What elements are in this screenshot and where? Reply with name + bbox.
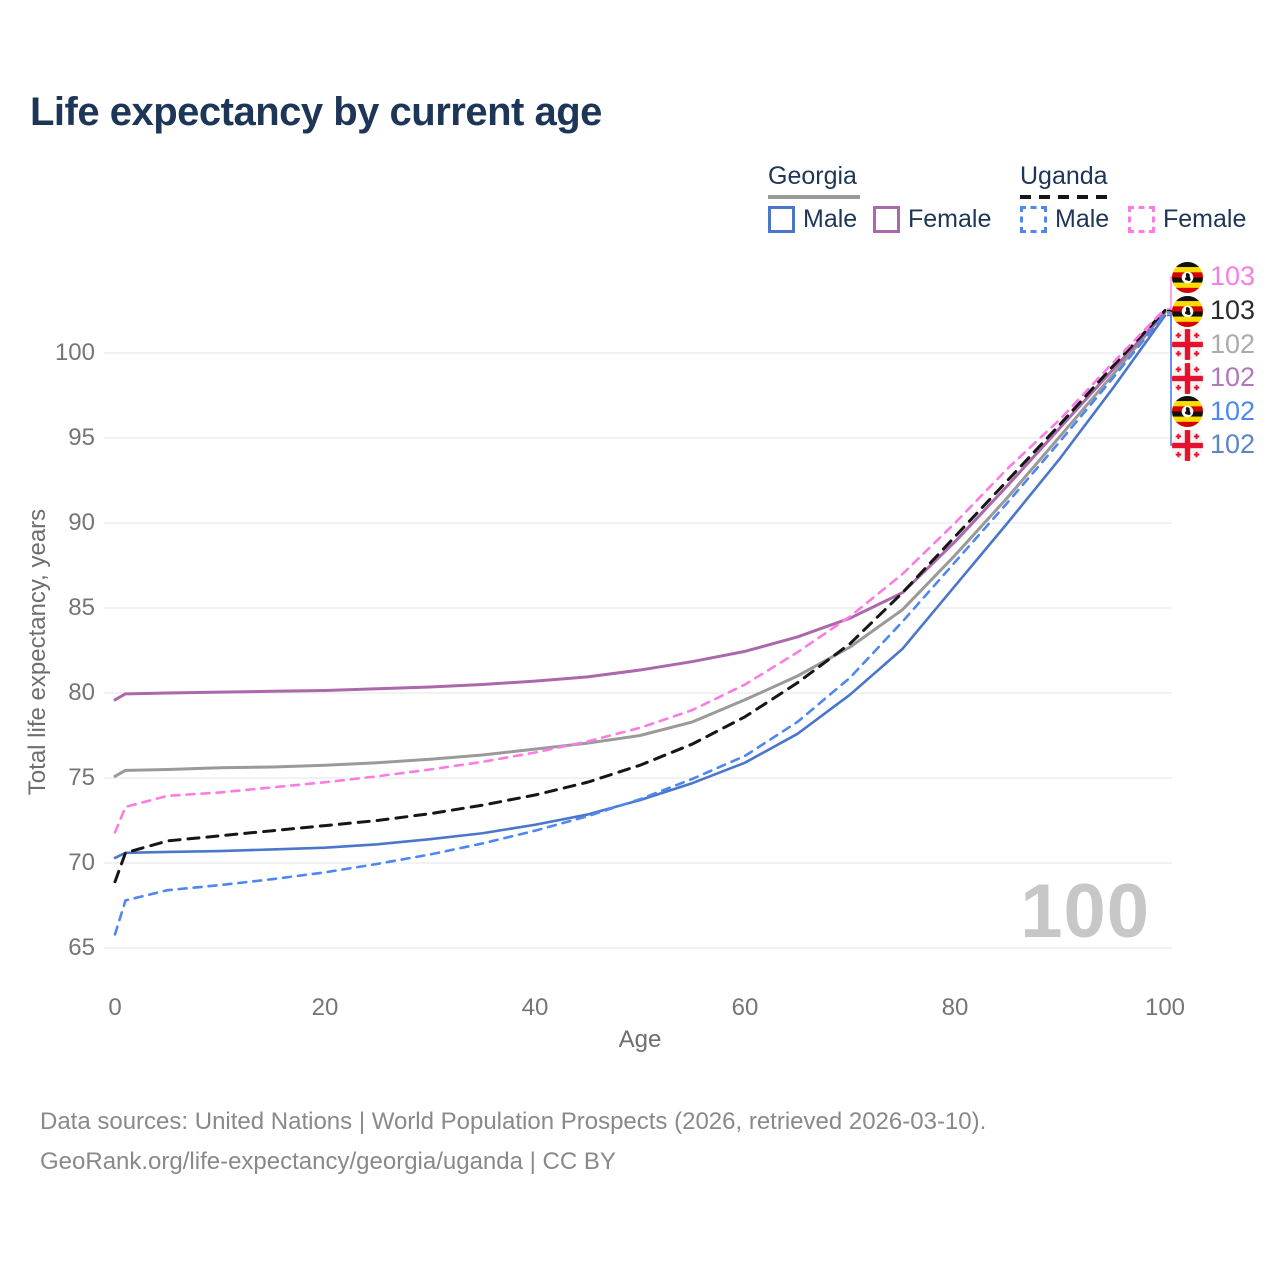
uganda-flag-icon <box>1172 295 1203 327</box>
end-value-label-uganda-female: 103 <box>1210 261 1256 291</box>
georgia-flag-icon <box>1172 430 1203 461</box>
data-sources-text: Data sources: United Nations | World Pop… <box>40 1108 987 1135</box>
line-georgia-male <box>113 314 1167 860</box>
y-tick-label: 100 <box>54 339 95 366</box>
legend-swatch-dashed <box>1020 206 1047 233</box>
end-value-label-georgia-total: 102 <box>1210 328 1256 359</box>
legend-item-georgia-female[interactable]: Female <box>873 205 991 234</box>
legend-group-uganda: Uganda <box>1020 162 1108 190</box>
legend-group-underline <box>768 195 860 199</box>
legend-group-georgia: Georgia <box>768 162 857 190</box>
end-flag <box>1172 261 1203 293</box>
end-value-label-georgia-female: 102 <box>1210 362 1256 392</box>
age-counter-watermark: 100 <box>1020 869 1150 954</box>
legend-item-uganda-female[interactable]: Female <box>1128 205 1246 234</box>
y-tick-label: 95 <box>68 424 95 451</box>
page-title: Life expectancy by current age <box>30 90 602 134</box>
legend-item-label: Female <box>1163 205 1247 233</box>
attribution-text: GeoRank.org/life-expectancy/georgia/ugan… <box>40 1148 616 1175</box>
x-tick-label: 40 <box>521 994 549 1021</box>
end-value-label-uganda-total: 103 <box>1210 295 1256 325</box>
end-value-label-georgia-male: 102 <box>1210 429 1256 459</box>
x-tick-label: 100 <box>1144 994 1186 1021</box>
y-axis-title: Total life expectancy, years <box>24 508 51 796</box>
end-flag <box>1172 295 1203 327</box>
legend-item-label: Male <box>1055 205 1110 233</box>
end-flag <box>1172 396 1203 427</box>
x-axis-title: Age <box>618 1026 662 1053</box>
line-georgia-total <box>113 310 1167 778</box>
legend-swatch-solid <box>768 206 795 233</box>
x-tick-label: 60 <box>731 994 759 1021</box>
end-value-label-uganda-male: 102 <box>1210 395 1256 426</box>
georgia-flag-icon <box>1172 363 1203 394</box>
legend-item-georgia-male[interactable]: Male <box>768 205 857 234</box>
end-flag <box>1172 329 1203 360</box>
line-uganda-total <box>113 309 1167 884</box>
y-tick-label: 80 <box>68 679 95 706</box>
x-tick-label: 20 <box>311 994 339 1021</box>
uganda-flag-icon <box>1172 396 1203 427</box>
x-tick-label: 0 <box>108 994 122 1021</box>
end-flag <box>1172 430 1203 461</box>
uganda-flag-icon <box>1172 261 1203 293</box>
line-georgia-female <box>113 310 1167 702</box>
georgia-flag-icon <box>1172 329 1203 360</box>
legend-swatch-dashed <box>1128 206 1155 233</box>
y-tick-label: 70 <box>68 849 95 876</box>
y-tick-label: 75 <box>68 764 95 791</box>
legend-item-uganda-male[interactable]: Male <box>1020 205 1109 234</box>
y-tick-label: 85 <box>68 594 95 621</box>
legend-item-label: Male <box>803 205 858 233</box>
y-tick-label: 65 <box>68 934 95 961</box>
legend-swatch-solid <box>873 206 900 233</box>
line-uganda-female <box>113 307 1167 834</box>
legend-group-underline <box>1020 195 1108 199</box>
legend-item-label: Female <box>908 205 992 233</box>
y-tick-label: 90 <box>68 509 95 536</box>
x-tick-label: 80 <box>941 994 969 1021</box>
end-flag <box>1172 363 1203 394</box>
line-uganda-male <box>113 312 1167 936</box>
